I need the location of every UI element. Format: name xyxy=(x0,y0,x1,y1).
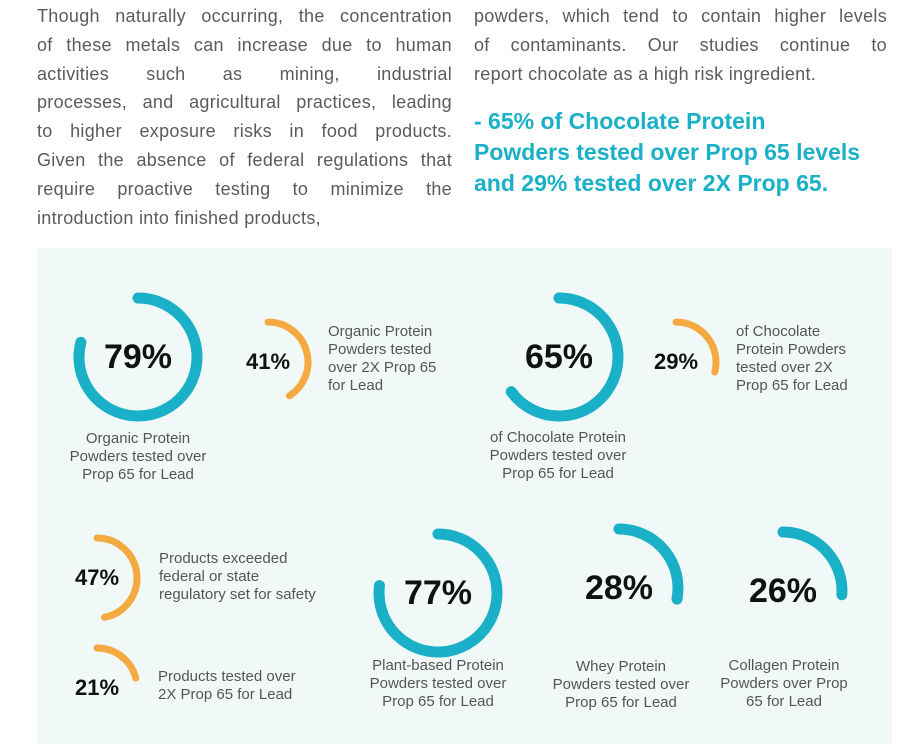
progress-ring-icon xyxy=(73,292,203,422)
progress-arc xyxy=(672,318,720,376)
progress-ring-icon xyxy=(93,534,141,621)
stat-caption: of Chocolate Protein Powders tested over P… xyxy=(468,429,648,483)
stat-value: 79% xyxy=(103,337,173,376)
progress-ring-icon xyxy=(777,526,848,601)
caption-line: Products tested over xyxy=(158,668,296,685)
intro-paragraph-right: powders, which tend to contain higher le… xyxy=(474,2,887,88)
progress-arc xyxy=(373,528,503,658)
caption-line: Powders tested over xyxy=(489,447,627,464)
progress-ring-icon xyxy=(93,644,140,682)
caption-line: of Chocolate xyxy=(736,323,821,340)
text-line: of these metals can increase due to huma… xyxy=(37,34,452,55)
caption-line: Protein Powders xyxy=(736,341,847,358)
text-line: of contaminants. Our studies continue to xyxy=(474,34,887,55)
caption-line: Prop 65 for Lead xyxy=(565,694,677,711)
stat-value: 28% xyxy=(584,568,654,607)
stat-caption: Products exceeded federal or state regulat… xyxy=(159,550,349,604)
progress-arc xyxy=(777,526,848,601)
text-line: report chocolate as a high risk ingredie… xyxy=(474,63,817,84)
caption-line: 65 for Lead xyxy=(746,693,822,710)
caption-line: Organic Protein xyxy=(85,430,191,447)
caption-line: 2X Prop 65 for Lead xyxy=(158,686,293,703)
stat-caption: Organic Protein Powders tested over 2X Pro… xyxy=(328,323,518,395)
stat-value: 21% xyxy=(74,674,120,700)
caption-line: Collagen Protein xyxy=(728,657,840,674)
progress-arc xyxy=(264,318,312,400)
stat-caption: Collagen Protein Powders over Prop 65 for … xyxy=(694,657,874,711)
progress-ring-icon xyxy=(672,318,720,376)
caption-line: Prop 65 for Lead xyxy=(82,466,194,483)
caption-line: for Lead xyxy=(328,377,384,394)
caption-line: Powders tested over xyxy=(552,676,690,693)
text-line: activities such as mining, industrial xyxy=(37,63,452,84)
stat-value: 47% xyxy=(74,564,120,590)
stat-value: 26% xyxy=(748,571,818,610)
progress-arc xyxy=(93,534,141,621)
progress-arc xyxy=(93,644,140,682)
stat-caption: Products tested over 2X Prop 65 for Lead xyxy=(158,668,348,704)
stat-caption: of Chocolate Protein Powders tested over 2… xyxy=(736,323,922,395)
caption-line: Prop 65 for Lead xyxy=(382,693,494,710)
text-line: Given the absence of federal regulations… xyxy=(37,149,452,170)
progress-arc xyxy=(73,292,203,422)
text-line: require proactive testing to minimize th… xyxy=(37,178,452,199)
caption-line: Powders tested over xyxy=(369,675,507,692)
stat-value: 65% xyxy=(524,337,594,376)
caption-line: regulatory set for safety xyxy=(159,586,316,603)
stat-value: 29% xyxy=(653,348,699,374)
caption-line: Prop 65 for Lead xyxy=(736,377,848,394)
intro-paragraph-left: Though naturally occurring, the concentr… xyxy=(37,2,452,232)
stats-panel xyxy=(37,248,892,744)
text-line: and 29% tested over 2X Prop 65. xyxy=(474,170,829,196)
progress-ring-icon xyxy=(373,528,503,658)
caption-line: Plant-based Protein xyxy=(372,657,504,674)
text-line: to higher exposure risks in food product… xyxy=(37,121,452,142)
chocolate-highlight-callout: - 65% of Chocolate Protein Powders tested… xyxy=(474,106,914,199)
stat-caption: Plant-based Protein Powders tested over Pr… xyxy=(348,657,528,711)
progress-ring-icon xyxy=(613,523,684,605)
stat-caption: Organic Protein Powders tested over Prop 6… xyxy=(48,430,228,484)
caption-line: Whey Protein xyxy=(575,658,667,675)
caption-line: Powders tested over xyxy=(69,448,207,465)
caption-line: Organic Protein xyxy=(328,323,433,340)
caption-line: federal or state xyxy=(159,568,260,585)
text-line: Powders tested over Prop 65 levels xyxy=(474,139,861,165)
progress-arc xyxy=(505,292,624,422)
text-line: - 65% of Chocolate Protein xyxy=(474,108,766,134)
caption-line: Powders tested xyxy=(328,341,432,358)
text-line: introduction into finished products, xyxy=(37,207,321,228)
text-line: processes, and agricultural practices, l… xyxy=(37,92,452,113)
caption-line: Powders over Prop xyxy=(720,675,848,692)
caption-line: of Chocolate Protein xyxy=(490,429,626,446)
stat-value: 41% xyxy=(245,348,291,374)
caption-line: Prop 65 for Lead xyxy=(502,465,614,482)
progress-arc xyxy=(613,523,684,605)
caption-line: tested over 2X xyxy=(736,359,833,376)
progress-ring-icon xyxy=(264,318,312,400)
text-line: powders, which tend to contain higher le… xyxy=(474,6,887,26)
progress-ring-icon xyxy=(505,292,624,422)
stat-value: 77% xyxy=(403,573,473,612)
text-line: Though naturally occurring, the concentr… xyxy=(37,6,452,26)
caption-line: Products exceeded xyxy=(159,550,288,567)
caption-line: over 2X Prop 65 xyxy=(328,359,437,376)
stat-caption: Whey Protein Powders tested over Prop 65 f… xyxy=(531,658,711,712)
